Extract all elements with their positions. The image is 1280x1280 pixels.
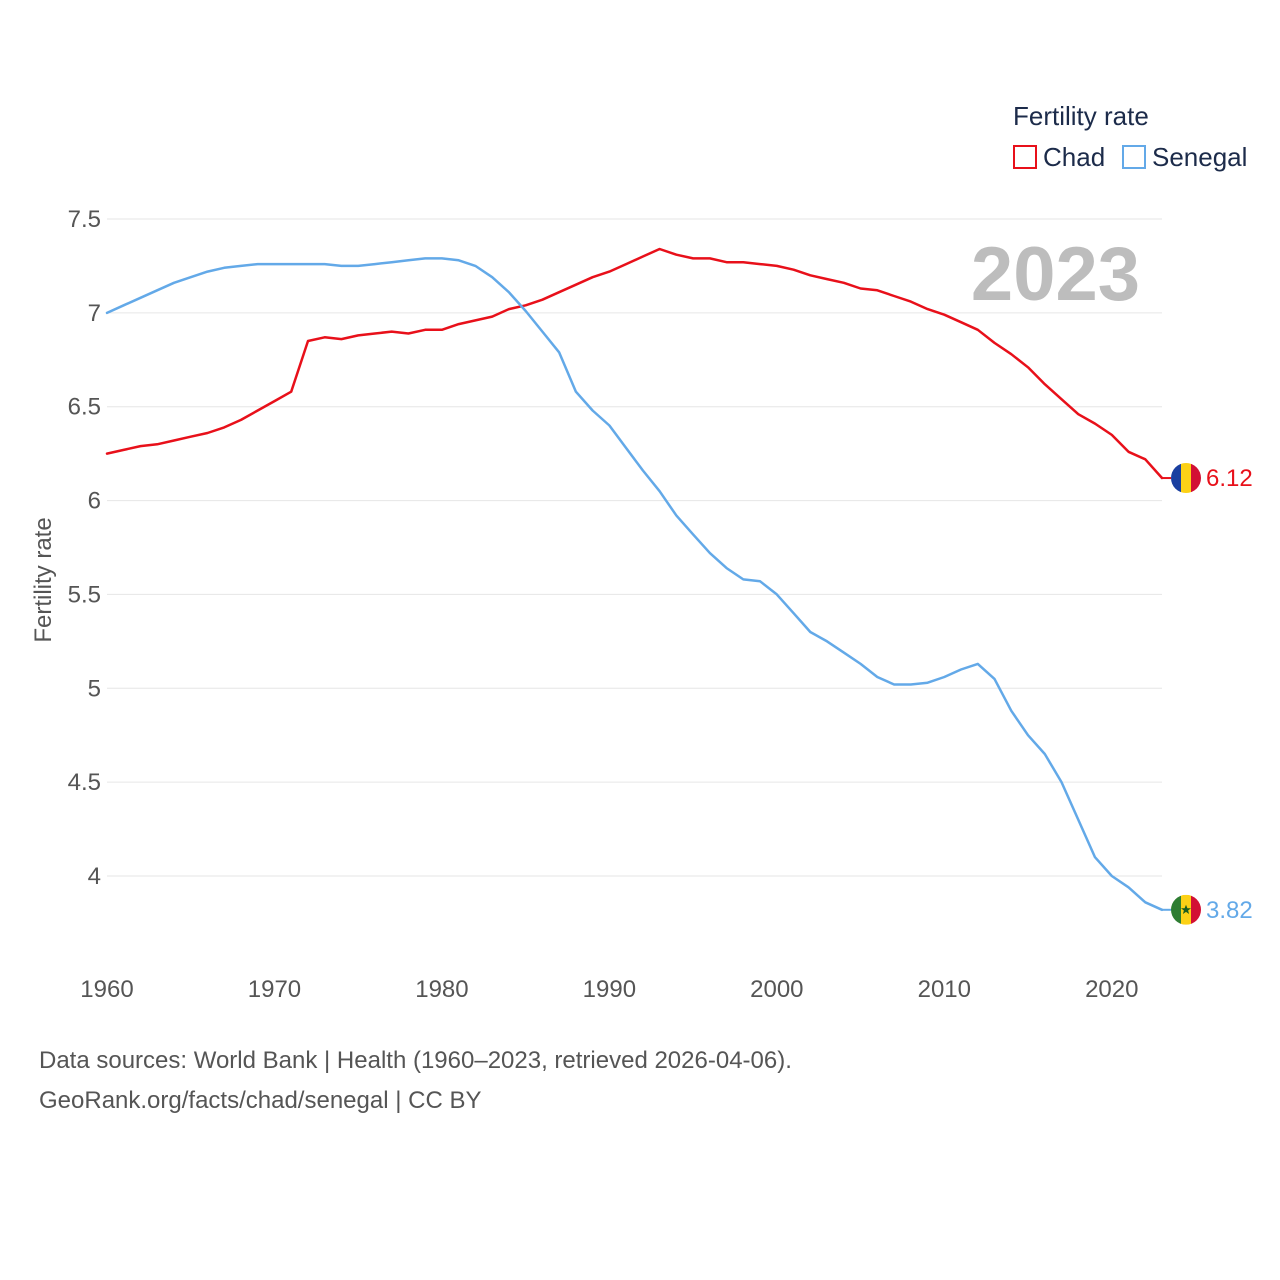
senegal-end-label: 3.82 — [1206, 897, 1253, 924]
y-tick-label: 7 — [88, 300, 101, 327]
y-axis-ticks: 7.5 7 6.5 6 5.5 5 4.5 4 — [68, 206, 101, 890]
legend-title: Fertility rate — [1013, 101, 1149, 131]
y-tick-label: 4.5 — [68, 769, 101, 796]
data-sources-note: Data sources: World Bank | Health (1960–… — [39, 1047, 792, 1074]
chad-flag-icon — [1171, 463, 1201, 493]
series-line-chad[interactable] — [105, 247, 1164, 480]
series-lines — [105, 247, 1171, 912]
legend-label-senegal: Senegal — [1152, 142, 1247, 172]
legend-label-chad: Chad — [1043, 142, 1105, 172]
x-tick-label: 2000 — [750, 976, 803, 1003]
x-tick-label: 1960 — [80, 976, 133, 1003]
y-tick-label: 6 — [88, 488, 101, 515]
x-tick-label: 1970 — [248, 976, 301, 1003]
y-tick-label: 5 — [88, 675, 101, 702]
x-tick-label: 1990 — [583, 976, 636, 1003]
chad-end-marker: 6.12 — [1171, 463, 1253, 493]
source-link[interactable]: GeoRank.org/facts/chad/senegal | CC BY — [39, 1087, 481, 1114]
x-tick-label: 1980 — [415, 976, 468, 1003]
legend-item-chad[interactable]: Chad — [1013, 142, 1105, 172]
y-tick-label: 7.5 — [68, 206, 101, 233]
legend-item-senegal[interactable]: Senegal — [1122, 142, 1247, 172]
legend-swatch-chad — [1013, 145, 1037, 169]
y-tick-label: 5.5 — [68, 581, 101, 608]
legend-swatch-senegal — [1122, 145, 1146, 169]
x-axis-ticks: 1960 1970 1980 1990 2000 2010 2020 — [80, 976, 1138, 1003]
x-tick-label: 2010 — [918, 976, 971, 1003]
series-line-senegal[interactable] — [105, 257, 1164, 912]
x-tick-label: 2020 — [1085, 976, 1138, 1003]
y-axis-title: Fertility rate — [30, 517, 57, 642]
gridlines — [107, 218, 1162, 877]
year-watermark: 2023 — [971, 232, 1140, 317]
chad-end-label: 6.12 — [1206, 465, 1253, 492]
senegal-flag-icon — [1171, 894, 1201, 925]
y-tick-label: 4 — [88, 863, 101, 890]
senegal-end-marker: 3.82 — [1171, 894, 1253, 925]
y-tick-label: 6.5 — [68, 394, 101, 421]
